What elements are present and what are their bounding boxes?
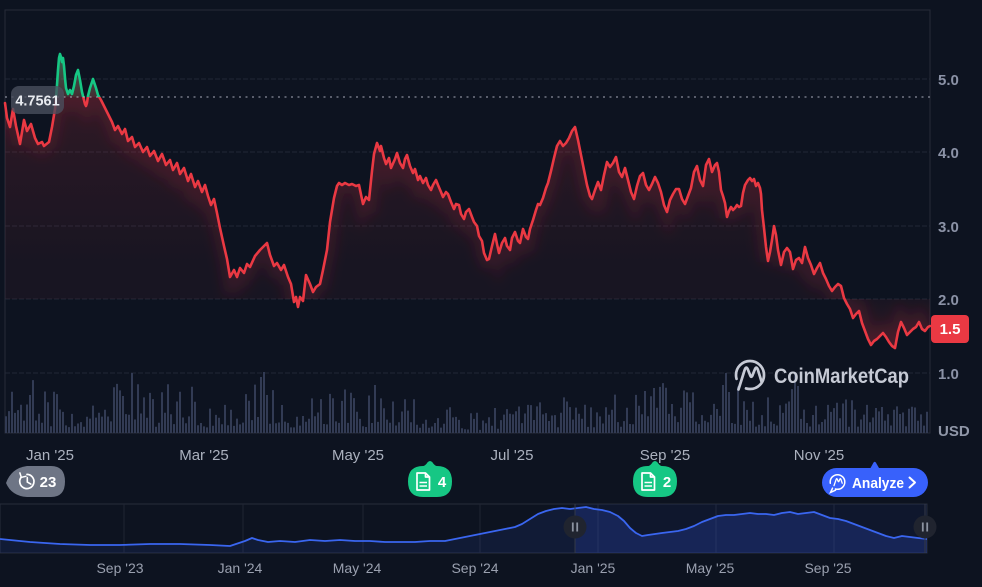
svg-text:CoinMarketCap: CoinMarketCap <box>774 365 909 388</box>
svg-text:2.0: 2.0 <box>938 292 959 309</box>
svg-text:2: 2 <box>663 474 671 491</box>
svg-text:Analyze: Analyze <box>852 475 904 492</box>
svg-text:Nov '25: Nov '25 <box>794 447 844 464</box>
svg-text:May '24: May '24 <box>333 560 382 576</box>
svg-text:Jan '25: Jan '25 <box>571 560 616 576</box>
svg-text:May '25: May '25 <box>686 560 735 576</box>
svg-text:USD: USD <box>938 423 970 440</box>
svg-text:1.5: 1.5 <box>940 321 961 338</box>
svg-text:Jan '24: Jan '24 <box>218 560 263 576</box>
svg-text:Sep '23: Sep '23 <box>96 560 143 576</box>
svg-text:Jul '25: Jul '25 <box>491 447 534 464</box>
svg-text:Sep '24: Sep '24 <box>451 560 498 576</box>
svg-text:5.0: 5.0 <box>938 72 959 89</box>
svg-text:1.0: 1.0 <box>938 366 959 383</box>
svg-text:Sep '25: Sep '25 <box>804 560 851 576</box>
svg-text:23: 23 <box>40 474 57 491</box>
svg-text:4: 4 <box>438 474 447 491</box>
svg-text:Mar '25: Mar '25 <box>179 447 229 464</box>
svg-text:3.0: 3.0 <box>938 219 959 236</box>
svg-text:Sep '25: Sep '25 <box>640 447 690 464</box>
svg-text:4.7561: 4.7561 <box>15 94 59 110</box>
svg-text:Jan '25: Jan '25 <box>26 447 74 464</box>
svg-text:4.0: 4.0 <box>938 145 959 162</box>
svg-text:May '25: May '25 <box>332 447 384 464</box>
